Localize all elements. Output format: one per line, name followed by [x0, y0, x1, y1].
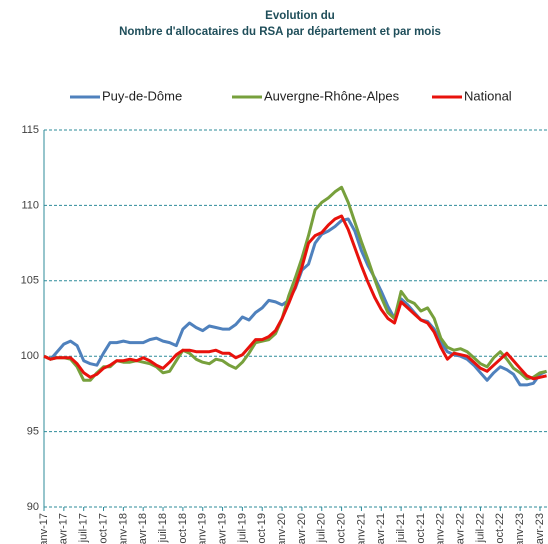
- chart-title: Evolution du: [265, 10, 335, 22]
- legend-label: Auvergne-Rhône-Alpes: [264, 88, 400, 103]
- y-tick-label: 110: [21, 199, 39, 211]
- x-tick-label: oct-18: [177, 513, 189, 544]
- x-tick-label: juil-18: [157, 513, 169, 543]
- y-tick-label: 90: [27, 501, 39, 513]
- x-tick-label: janv-21: [355, 513, 367, 544]
- x-tick-label: janv-22: [435, 513, 447, 544]
- x-tick-label: avr-18: [137, 513, 149, 544]
- x-tick-label: janv-17: [38, 513, 50, 544]
- x-tick-label: janv-19: [197, 513, 209, 544]
- y-tick-label: 105: [21, 275, 39, 287]
- y-tick-label: 100: [21, 350, 39, 362]
- y-tick-label: 115: [21, 124, 39, 136]
- x-tick-label: janv-23: [514, 513, 526, 544]
- x-tick-label: avr-20: [296, 513, 308, 544]
- x-tick-label: avr-21: [375, 513, 387, 544]
- x-tick-label: oct-17: [97, 513, 109, 544]
- x-tick-label: juil-19: [236, 513, 248, 543]
- line-series: [43, 214, 547, 381]
- x-tick-label: janv-20: [276, 513, 288, 544]
- x-tick-label: oct-19: [256, 513, 268, 544]
- x-tick-label: avr-19: [216, 513, 228, 544]
- x-tick-label: avr-22: [455, 513, 467, 544]
- x-tick-label: juil-17: [78, 513, 90, 543]
- x-tick-label: juil-22: [474, 513, 486, 543]
- x-tick-label: oct-21: [415, 513, 427, 544]
- line-series: [43, 185, 547, 382]
- x-tick-label: juil-20: [316, 513, 328, 543]
- x-tick-label: avr-17: [58, 513, 70, 544]
- x-tick-label: janv-18: [117, 513, 129, 544]
- x-tick-label: oct-22: [494, 513, 506, 544]
- x-tick-label: avr-23: [534, 513, 546, 544]
- legend-label: Puy-de-Dôme: [102, 88, 182, 103]
- x-tick-label: oct-20: [335, 513, 347, 544]
- legend-label: National: [464, 88, 512, 103]
- chart-subtitle: Nombre d'allocataires du RSA par départe…: [119, 26, 441, 38]
- x-tick-label: juil-21: [395, 513, 407, 543]
- y-tick-label: 95: [27, 426, 39, 438]
